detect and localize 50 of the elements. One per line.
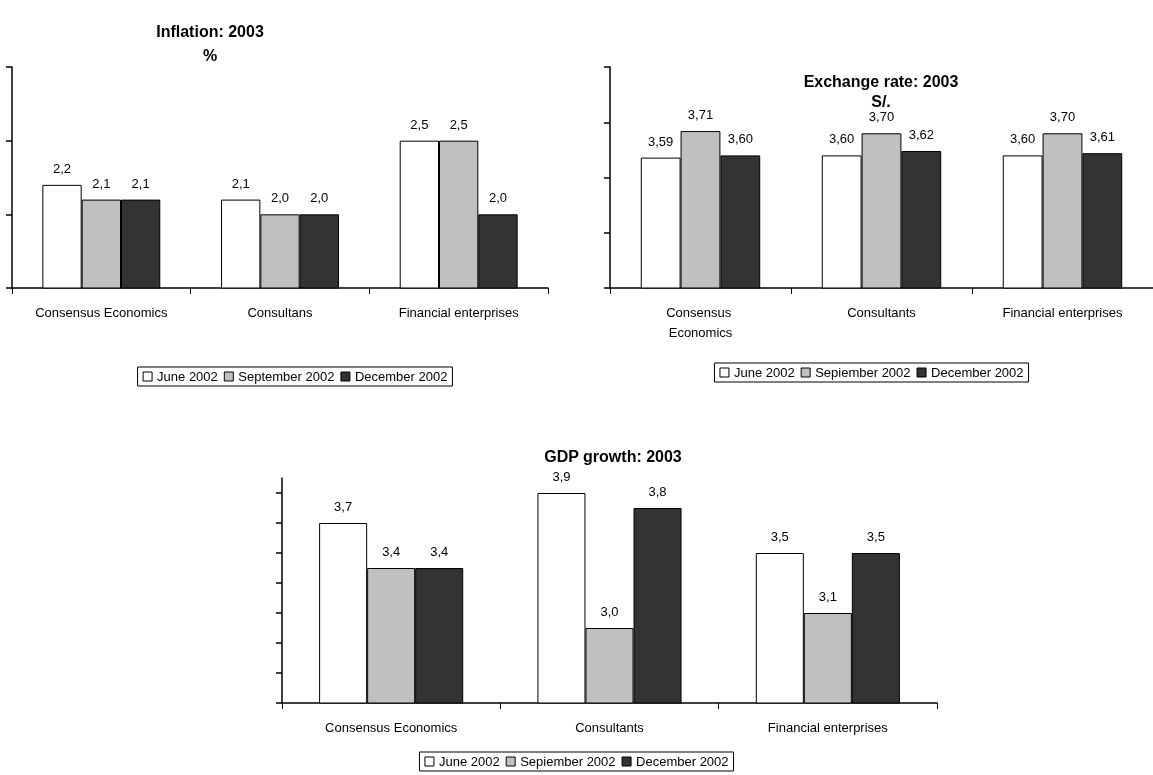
legend-label: December 2002 [931, 365, 1024, 380]
legend-label: Sepiember 2002 [520, 754, 616, 769]
data-label: 3,59 [648, 133, 674, 149]
chart-title: GDP growth: 2003 [544, 447, 682, 465]
data-label: 3,1 [818, 589, 837, 604]
x-tick-label: Financial enterprises [767, 719, 889, 735]
data-label: 3,61 [1089, 129, 1115, 145]
data-label: 2,0 [270, 190, 290, 206]
x-tick-label: Financial enterprises [1002, 304, 1123, 320]
legend-label: Sepiember 2002 [815, 365, 911, 380]
data-label: 3,9 [552, 469, 571, 484]
data-label: 2,1 [131, 175, 150, 191]
chart-title: Inflation: 2003 [156, 22, 264, 40]
legend-label: June 2002 [733, 365, 795, 380]
data-label: 2,5 [449, 116, 468, 132]
data-label: 2,2 [52, 160, 72, 176]
data-label: 3,4 [430, 544, 449, 559]
data-label: 2,0 [310, 190, 329, 206]
data-label: 3,5 [866, 529, 885, 544]
data-label: 2,5 [410, 116, 429, 132]
x-tick-label: Consultans [247, 304, 314, 320]
x-tick-label: Consensus Economics [666, 304, 735, 340]
legend-label: June 2002 [438, 754, 500, 769]
data-label: 3,70 [1049, 109, 1076, 125]
data-label: 3,62 [908, 126, 934, 142]
text: S/. [871, 92, 891, 110]
legend-label: December 2002 [636, 754, 729, 769]
data-label: 3,60 [727, 131, 753, 147]
data-label: 3,7 [334, 499, 353, 514]
legend-label: September 2002 [238, 369, 335, 384]
x-tick-label: Consultants [847, 304, 917, 320]
legend-label: December 2002 [354, 369, 448, 384]
x-tick-label: Consensus Economics [325, 719, 458, 735]
data-label: 3,60 [829, 131, 855, 147]
chart-title: Exchange rate: 2003 [803, 72, 959, 90]
data-label: 3,4 [382, 544, 401, 559]
data-label: 3,0 [600, 604, 619, 619]
data-label: 3,5 [770, 529, 789, 544]
x-tick-label: Consultants [575, 719, 645, 735]
x-tick-label: Consensus Economics [35, 304, 168, 320]
data-label: 3,60 [1010, 131, 1036, 147]
data-label: 3,71 [687, 107, 714, 123]
data-label: 2,1 [231, 175, 250, 191]
legend-label: June 2002 [157, 369, 218, 384]
data-label: 2,1 [92, 175, 111, 191]
data-label: 2,0 [488, 190, 508, 206]
x-tick-label: Financial enterprises [398, 304, 520, 320]
data-label: 3,8 [648, 484, 667, 499]
chart-subtitle: % [202, 46, 218, 64]
data-label: 3,70 [868, 109, 895, 125]
